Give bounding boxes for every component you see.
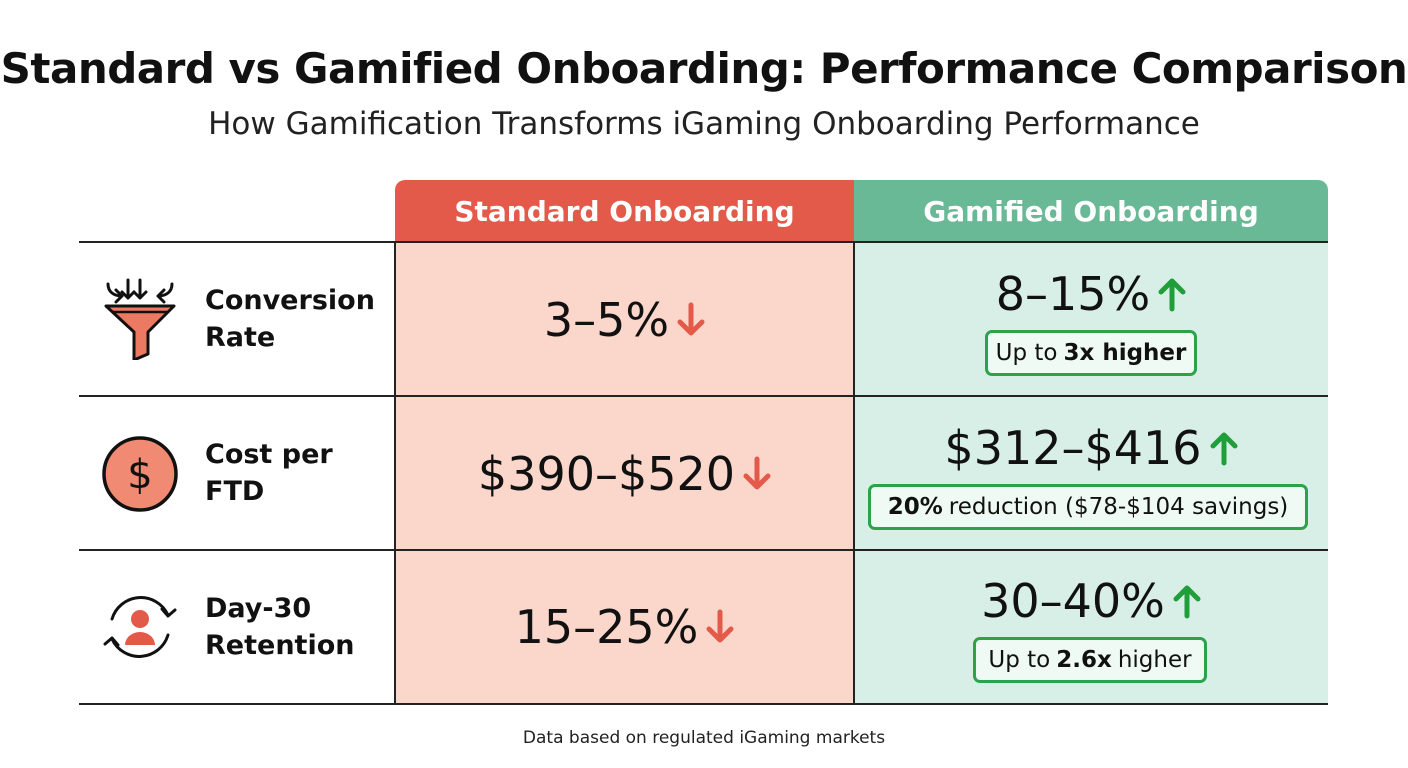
standard-value: $390–$520 [395, 442, 854, 506]
user-retention-cycle-icon [103, 596, 177, 658]
row-label: Conversion [205, 285, 375, 316]
arrow-down-icon [743, 456, 771, 490]
arrow-up-icon [1158, 278, 1186, 312]
dollar-coin-icon: $ [102, 436, 178, 512]
table-divider [79, 703, 1328, 705]
row-label: Day-30 [205, 593, 312, 624]
row-label: Rate [205, 322, 276, 353]
standard-value: 3–5% [395, 288, 854, 352]
page-subtitle: How Gamification Transforms iGaming Onbo… [208, 106, 1200, 142]
row-label: Retention [205, 630, 355, 661]
row-label: FTD [205, 476, 265, 507]
column-divider [853, 242, 855, 704]
standard-column-body [395, 242, 854, 704]
gamified-column-header: Gamified Onboarding [854, 180, 1328, 242]
gamified-value: $312–$416 [854, 417, 1328, 479]
table-divider [79, 395, 1328, 397]
table-divider [79, 549, 1328, 551]
funnel-icon [104, 278, 176, 360]
footnote: Data based on regulated iGaming markets [522, 728, 886, 748]
improvement-badge: Up to 3x higher [985, 330, 1197, 376]
gamified-column-body [854, 242, 1328, 704]
gamified-value: 30–40% [854, 570, 1328, 632]
table-divider [79, 241, 1328, 243]
page-title: Standard vs Gamified Onboarding: Perform… [0, 44, 1408, 93]
svg-text:$: $ [127, 452, 152, 498]
arrow-down-icon [706, 609, 734, 643]
improvement-badge: Up to 2.6x higher [973, 637, 1207, 683]
gamified-value: 8–15% [854, 263, 1328, 325]
row-label: Cost per [205, 439, 333, 470]
standard-column-header: Standard Onboarding [395, 180, 854, 242]
column-divider [394, 242, 396, 704]
standard-value: 15–25% [395, 595, 854, 659]
arrow-up-icon [1173, 585, 1201, 619]
improvement-badge: 20% reduction ($78-$104 savings) [868, 484, 1308, 530]
arrow-down-icon [677, 302, 705, 336]
arrow-up-icon [1210, 432, 1238, 466]
